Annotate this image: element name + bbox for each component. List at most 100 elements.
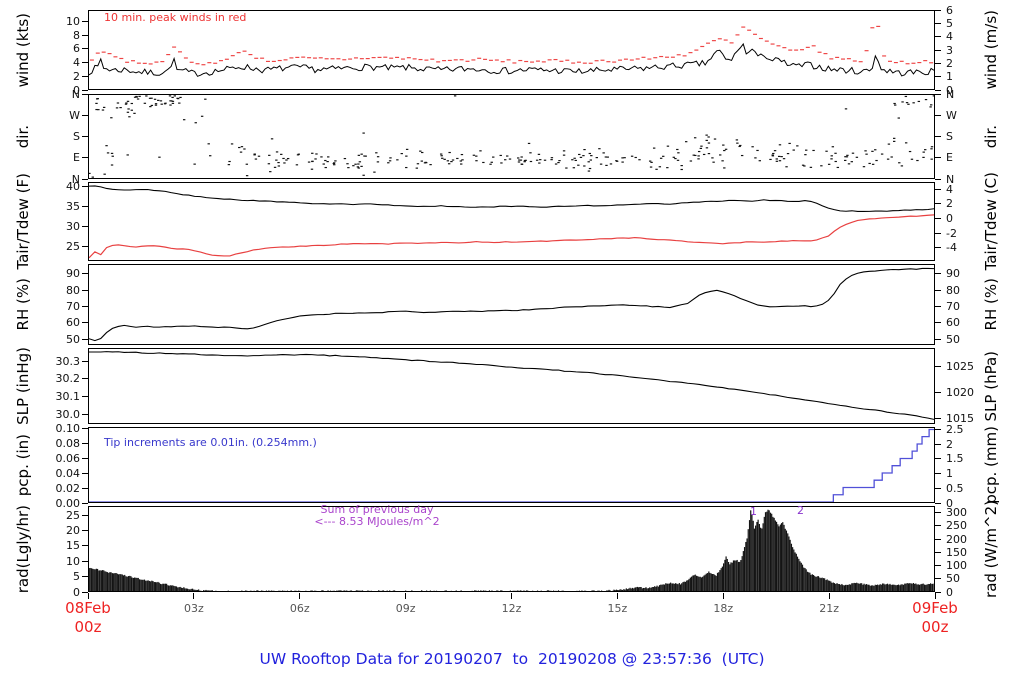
rad-bar bbox=[482, 590, 484, 591]
date-end-line1: 09Feb bbox=[912, 599, 958, 617]
dir-scatter-dot bbox=[516, 157, 520, 159]
x-tick-mark bbox=[934, 593, 936, 599]
rad-bar bbox=[753, 528, 756, 591]
dir-scatter-dot bbox=[125, 102, 128, 104]
dir-scatter-dot bbox=[892, 137, 896, 139]
rad-bar bbox=[189, 589, 191, 591]
rad-bar bbox=[739, 561, 741, 591]
rad-bar bbox=[156, 582, 158, 591]
dir-scatter-dot bbox=[529, 152, 532, 154]
dir-scatter-dot bbox=[346, 163, 349, 165]
dir-scatter-dot bbox=[588, 167, 592, 170]
dir-scatter-dot bbox=[416, 163, 420, 165]
rad-bar bbox=[868, 584, 870, 591]
dir-scatter-dot bbox=[168, 95, 172, 97]
rad-bar bbox=[796, 556, 799, 591]
rad-bar bbox=[322, 590, 324, 591]
rad-bar bbox=[713, 574, 715, 591]
rad-bar bbox=[209, 590, 211, 591]
dir-scatter-dot bbox=[150, 104, 154, 107]
y-tick-mark bbox=[935, 273, 941, 275]
wind-annotation: 10 min. peak winds in red bbox=[104, 11, 247, 24]
rad-bar bbox=[724, 559, 726, 591]
rad-annotation-line1: Sum of previous day bbox=[320, 503, 434, 516]
dir-scatter-dot bbox=[751, 146, 754, 148]
rad-bar bbox=[525, 590, 528, 591]
dir-scatter-dot bbox=[126, 154, 129, 156]
rad-bar bbox=[684, 581, 686, 591]
rad-bar bbox=[624, 589, 626, 591]
rad-bar bbox=[889, 583, 891, 591]
rad-bar bbox=[343, 590, 345, 591]
y-tick-label: 1025 bbox=[946, 360, 974, 374]
rad-bar bbox=[623, 589, 625, 591]
rad-bar bbox=[268, 590, 270, 591]
dir-scatter-dot bbox=[227, 164, 231, 166]
dir-scatter-dot bbox=[441, 157, 444, 159]
rad-bar bbox=[132, 577, 134, 591]
rad-bar bbox=[135, 577, 137, 591]
rad-bar bbox=[768, 510, 770, 591]
dir-scatter-dot bbox=[599, 163, 603, 165]
rad-bar bbox=[783, 524, 785, 591]
y-tick-label: 60 bbox=[946, 316, 960, 330]
dir-scatter-dot bbox=[269, 171, 272, 173]
dir-scatter-dot bbox=[297, 153, 301, 155]
rad-bar bbox=[661, 584, 663, 591]
rad-bar bbox=[746, 538, 748, 591]
dir-scatter-dot bbox=[722, 144, 725, 146]
dir-scatter-dot bbox=[574, 159, 577, 162]
rad-bar bbox=[810, 574, 812, 591]
dir-scatter-dot bbox=[699, 147, 703, 149]
dir-scatter-dot bbox=[831, 146, 835, 148]
rad-bar bbox=[729, 564, 731, 591]
y-tick-mark bbox=[935, 525, 941, 527]
rad-bar bbox=[116, 573, 118, 591]
pcp-step-line bbox=[89, 428, 934, 502]
dir-scatter-dot bbox=[713, 138, 717, 140]
rad-bar bbox=[819, 577, 821, 591]
dir-scatter-dot bbox=[680, 165, 683, 167]
y-tick-mark bbox=[82, 378, 88, 380]
rad-bar bbox=[907, 583, 910, 591]
dir-scatter-dot bbox=[659, 157, 663, 159]
y-tick-mark bbox=[935, 178, 941, 180]
dir-scatter-dot bbox=[405, 155, 408, 157]
rad-bar bbox=[767, 509, 769, 591]
rad-bar bbox=[836, 583, 838, 591]
dir-scatter-dot bbox=[707, 153, 711, 155]
dir-scatter-dot bbox=[796, 145, 799, 147]
direction-panel bbox=[88, 94, 935, 179]
rad-bar bbox=[690, 576, 693, 591]
dir-scatter-dot bbox=[543, 159, 547, 161]
rad-bar bbox=[628, 588, 630, 591]
rad-bar bbox=[745, 541, 747, 591]
dir-scatter-dot bbox=[550, 157, 554, 159]
rad-bar bbox=[874, 584, 876, 591]
dir-scatter-dot bbox=[583, 165, 586, 167]
rad-bar bbox=[620, 589, 622, 591]
dir-scatter-dot bbox=[119, 107, 122, 109]
dir-scatter-dot bbox=[723, 149, 726, 152]
y-tick-label: 2 bbox=[73, 69, 80, 83]
y-tick-mark bbox=[935, 22, 941, 24]
dir-scatter-dot bbox=[529, 160, 533, 163]
dir-scatter-dot bbox=[268, 154, 271, 156]
rad-bar bbox=[858, 583, 860, 591]
dir-scatter-dot bbox=[890, 156, 893, 158]
rad-bar bbox=[806, 571, 808, 591]
dir-scatter-dot bbox=[697, 155, 700, 157]
rad-bar bbox=[788, 536, 790, 591]
y-tick-mark bbox=[82, 487, 88, 489]
y-tick-label: 8 bbox=[73, 28, 80, 42]
rad-bar bbox=[290, 590, 292, 591]
dir-scatter-dot bbox=[595, 157, 598, 159]
rad-bar bbox=[787, 533, 789, 591]
axis-title-left-rad: rad(Lgly/hr) bbox=[8, 505, 38, 593]
rad-bar bbox=[656, 585, 658, 591]
dir-scatter-dot bbox=[133, 96, 137, 98]
rad-bar bbox=[613, 589, 615, 591]
rad-bar bbox=[757, 519, 759, 591]
dir-scatter-dot bbox=[907, 103, 910, 105]
dir-scatter-dot bbox=[578, 153, 581, 156]
